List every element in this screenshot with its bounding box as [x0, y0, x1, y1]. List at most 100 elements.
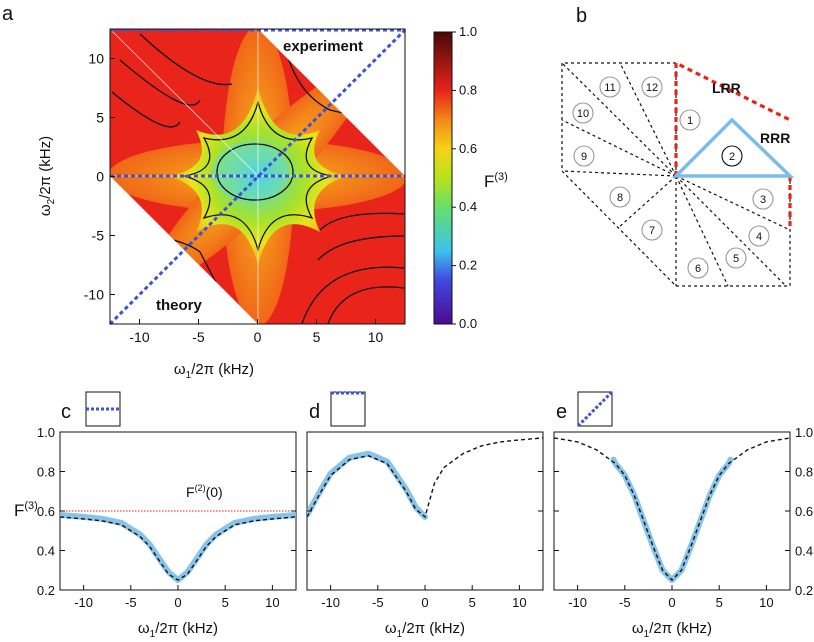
cut-d-xtick-label-4: 10 — [512, 595, 526, 610]
heatmap-xtick-label-0: -10 — [129, 329, 149, 345]
cut-d-xtick-label-1: -5 — [372, 595, 384, 610]
panel-label-e: e — [556, 401, 567, 423]
sector-number-11: 11 — [604, 82, 615, 94]
heatmap-core — [212, 142, 288, 202]
cut-panel-e: -10 -5 0 5 10 1.0 0.8 0.6 0.4 0.2 — [553, 425, 813, 610]
colorbar-tick-label-1: 0.8 — [459, 82, 477, 97]
cut-e-xlabel: ω1/2π (kHz) — [632, 620, 712, 640]
cut-c-xtick-label-2: 0 — [174, 595, 181, 610]
sector-circle-4 — [748, 225, 770, 247]
cut-c-xtick-label-4: 10 — [265, 595, 279, 610]
sector-number-7: 7 — [649, 225, 655, 237]
cut-e-ytick-label-0: 1.0 — [795, 425, 813, 440]
cut-e-xtick-label-4: 10 — [759, 595, 773, 610]
cut-plot-area-c — [60, 510, 296, 584]
cut-d-xtick-label-3: 5 — [469, 595, 476, 610]
cut-panel-d: -10 -5 0 5 10 — [306, 431, 544, 610]
cut-e-ytick-label-3: 0.4 — [795, 544, 813, 559]
cut-e-ytick-label-1: 0.8 — [795, 465, 813, 480]
cut-e-xtick-label-0: -10 — [568, 595, 587, 610]
cut-e-ytick-label-2: 0.6 — [795, 504, 813, 519]
heatmap-xtick-label-4: 10 — [368, 329, 384, 345]
cut-d-xtick-label-0: -10 — [321, 595, 340, 610]
series-experiment-d — [307, 450, 428, 520]
sector-circle-2 — [721, 145, 743, 167]
cut-c-ytick-label-0: 1.0 — [37, 425, 55, 440]
sector-number-1: 1 — [687, 115, 693, 127]
sector-number-5: 5 — [733, 253, 739, 265]
colorbar-tick-label-4: 0.2 — [459, 258, 477, 273]
heatmap-ytick-label-0: 10 — [88, 51, 104, 67]
heatmap-xtick-label-2: 0 — [254, 329, 262, 345]
cut-panels: -10 -5 0 5 10 1.0 0.8 0.6 0.4 0.2 -10 -5 0 5 10 -10 -5 0 5… — [37, 425, 813, 610]
cut-c-xtick-label-1: -5 — [125, 595, 137, 610]
heatmap-ytick-label-3: -5 — [92, 228, 105, 244]
label-experiment: experiment — [283, 38, 363, 55]
sector-circle-3 — [752, 188, 774, 210]
cut-plot-area-e — [554, 437, 790, 584]
inset-icon-e — [576, 390, 614, 428]
series-theory-e — [554, 437, 790, 582]
series-theory-c — [60, 516, 296, 581]
rrr-triangle — [671, 117, 795, 178]
sector-circle-1 — [679, 109, 701, 131]
series-theory-d — [307, 437, 543, 519]
cut-plot-area-d — [307, 437, 543, 520]
cut-c-ytick-label-4: 0.2 — [37, 583, 55, 598]
cut-e-xtick-label-2: 0 — [668, 595, 675, 610]
sector-number-4: 4 — [756, 231, 762, 243]
cut-frame-e — [553, 431, 791, 591]
reference-label: F(2)(0) — [186, 483, 223, 500]
rrr-label: RRR — [760, 130, 790, 146]
heatmap-xlabel: ω1/2π (kHz) — [174, 361, 254, 381]
panel-label-c: c — [61, 401, 71, 423]
cut-d-xlabel: ω1/2π (kHz) — [385, 620, 465, 640]
heatmap-axes: -10 -5 0 5 10 10 5 0 -5 -10 — [84, 51, 384, 346]
cut-d-xtick-label-2: 0 — [421, 595, 428, 610]
sector-number-2: 2 — [729, 151, 735, 163]
sector-circle-11 — [599, 76, 621, 98]
sector-circle-12 — [641, 76, 663, 98]
heatmap-xtick-label-3: 5 — [313, 329, 321, 345]
cut-c-xtick-label-3: 5 — [222, 595, 229, 610]
label-theory: theory — [156, 297, 203, 314]
colorbar-tick-label-5: 0.0 — [459, 316, 477, 331]
cut-e-xtick-label-3: 5 — [716, 595, 723, 610]
sector-number-8: 8 — [617, 192, 623, 204]
cut-panel-c: -10 -5 0 5 10 1.0 0.8 0.6 0.4 0.2 — [37, 425, 297, 610]
sector-number-3: 3 — [760, 194, 766, 206]
inset-icon-d — [330, 391, 366, 427]
cut-e-ytick-label-4: 0.2 — [795, 583, 813, 598]
sector-circle-10 — [572, 102, 594, 124]
cut-lines — [108, 28, 407, 326]
sector-number-12: 12 — [646, 82, 658, 94]
colorbar-tick-label-2: 0.6 — [459, 141, 477, 156]
sector-circle-5 — [725, 247, 747, 269]
heatmap-ytick-label-2: 0 — [96, 169, 104, 185]
colorbar-tick-label-3: 0.4 — [459, 199, 477, 214]
sector-circle-9 — [573, 145, 595, 167]
heatmap-xtick-label-1: -5 — [192, 329, 205, 345]
heatmap-ytick-label-1: 5 — [96, 110, 104, 126]
sector-number-10: 10 — [577, 108, 589, 120]
heatmap-ytick-label-4: -10 — [84, 287, 104, 303]
cut-frame-d — [306, 431, 544, 591]
sector-circle-8 — [609, 186, 631, 208]
cut-c-ytick-label-2: 0.6 — [37, 504, 55, 519]
panel-label-a: a — [2, 3, 14, 25]
colorbar-ticks: 1.0 0.8 0.6 0.4 0.2 0.0 — [452, 24, 477, 331]
sector-number-9: 9 — [581, 151, 587, 163]
sector-number-6: 6 — [695, 263, 701, 275]
colorbar-tick-label-0: 1.0 — [459, 24, 477, 39]
cut-c-xlabel: ω1/2π (kHz) — [138, 620, 218, 640]
colorbar — [433, 31, 453, 325]
sector-circle-7 — [641, 219, 663, 241]
lrr-label: LRR — [712, 80, 741, 96]
heatmap-ylabel: ω2/2π (kHz) — [37, 136, 57, 216]
cut-c-xtick-label-0: -10 — [74, 595, 93, 610]
panel-label-b: b — [576, 5, 587, 27]
cut-c-ytick-label-1: 0.8 — [37, 465, 55, 480]
